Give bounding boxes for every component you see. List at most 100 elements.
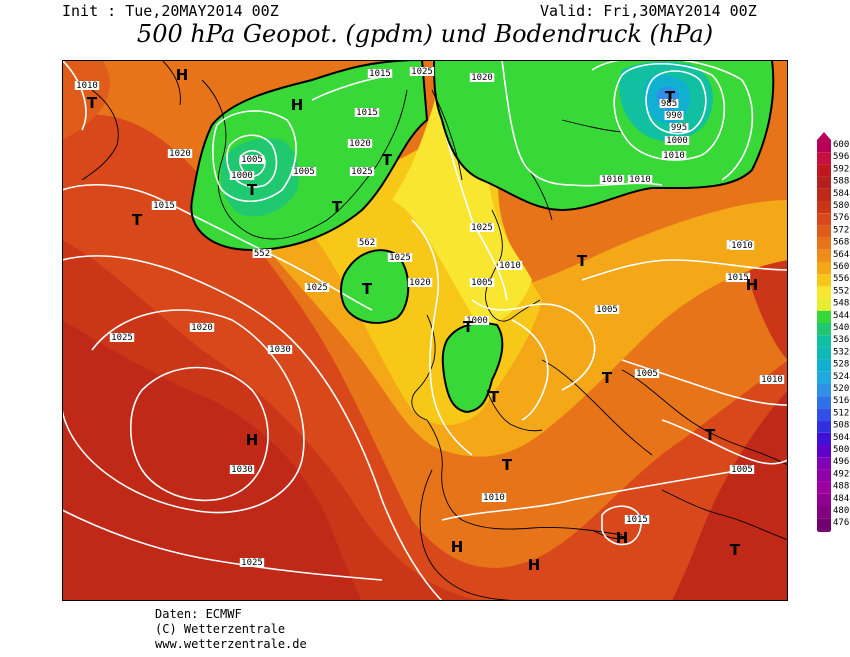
- svg-text:1010: 1010: [76, 81, 98, 91]
- svg-text:1025: 1025: [306, 283, 328, 293]
- high-pressure-marker: H: [746, 276, 759, 294]
- low-pressure-marker: T: [332, 198, 343, 216]
- svg-text:1015: 1015: [153, 201, 175, 211]
- scale-label: 544: [833, 311, 849, 321]
- scale-label: 580: [833, 201, 849, 211]
- svg-text:1025: 1025: [411, 67, 433, 77]
- low-pressure-marker: T: [489, 388, 500, 406]
- scale-swatch: [817, 213, 831, 226]
- color-scale-legend: 600 596 592 588 584 580 576 572 568 564 560 556 552 5…: [817, 132, 849, 532]
- isobar-labels: 1010 1005 1000 1020 1015 1025 1030 985 990 995 552…: [74, 67, 785, 568]
- svg-text:1025: 1025: [351, 167, 373, 177]
- isobar-label: 1025: [239, 558, 265, 568]
- svg-text:1015: 1015: [369, 69, 391, 79]
- scale-swatch: [817, 396, 831, 409]
- svg-text:1010: 1010: [731, 241, 753, 251]
- scale-swatch: [817, 506, 831, 519]
- data-source: Daten: ECMWF: [155, 607, 242, 621]
- low-pressure-marker: T: [602, 369, 613, 387]
- scale-swatch: [817, 323, 831, 336]
- valid-time: Valid: Fri,30MAY2014 00Z: [540, 2, 757, 20]
- svg-text:1005: 1005: [731, 465, 753, 475]
- field-584: [62, 320, 362, 601]
- isobar-label: 990: [664, 111, 684, 121]
- svg-text:1010: 1010: [663, 151, 685, 161]
- svg-text:1020: 1020: [169, 149, 191, 159]
- low-pressure-marker: T: [247, 181, 258, 199]
- scale-label: 588: [833, 177, 849, 187]
- svg-text:1010: 1010: [499, 261, 521, 271]
- footer-credits: Daten: ECMWF (C) Wetterzentrale www.wett…: [155, 607, 307, 652]
- isobar-label: 1030: [267, 345, 293, 355]
- high-pressure-marker: H: [176, 66, 189, 84]
- init-time: Init : Tue,20MAY2014 00Z: [62, 2, 279, 20]
- isobar-label: 1005: [239, 155, 265, 165]
- scale-swatch: [817, 432, 831, 445]
- isobar-label: 1015: [354, 108, 380, 118]
- scale-swatch: [817, 445, 831, 458]
- coastlines: [81, 60, 788, 601]
- isobar-label: 1010: [729, 241, 755, 251]
- high-pressure-marker: H: [246, 431, 259, 449]
- scale-swatch: [817, 164, 831, 177]
- scale-label: 568: [833, 238, 849, 248]
- isobar-label: 1010: [661, 151, 687, 161]
- isobar-label: 1005: [594, 305, 620, 315]
- scale-label: 520: [833, 384, 849, 394]
- scale-swatch: [817, 188, 831, 201]
- scale-swatch: [817, 457, 831, 470]
- scale-swatch: [817, 140, 831, 153]
- svg-text:1025: 1025: [471, 223, 493, 233]
- field-572: [62, 60, 110, 140]
- isobar-label: 1010: [74, 81, 100, 91]
- scale-label: 476: [833, 518, 849, 528]
- svg-text:1015: 1015: [727, 273, 749, 283]
- low-pressure-marker: T: [577, 252, 588, 270]
- scale-label: 500: [833, 445, 849, 455]
- low-pressure-marker: T: [382, 151, 393, 169]
- svg-text:1020: 1020: [191, 323, 213, 333]
- svg-text:1030: 1030: [269, 345, 291, 355]
- scale-label: 596: [833, 152, 849, 162]
- isobar-label: 562: [357, 238, 377, 248]
- scale-swatch: [817, 493, 831, 506]
- high-pressure-marker: H: [451, 538, 464, 556]
- isobar-label: 1005: [634, 369, 660, 379]
- isobar-label: 1000: [229, 171, 255, 181]
- svg-text:1010: 1010: [601, 175, 623, 185]
- scale-swatch: [817, 274, 831, 287]
- scale-swatch: [817, 335, 831, 348]
- scale-label: 512: [833, 408, 849, 418]
- isobar-label: 1000: [664, 136, 690, 146]
- field-544-cutoff: [341, 250, 409, 323]
- scale-swatch: [817, 310, 831, 323]
- isobar-label: 1005: [291, 167, 317, 177]
- scale-swatch: [817, 152, 831, 165]
- svg-text:1005: 1005: [596, 305, 618, 315]
- svg-text:985: 985: [661, 99, 677, 109]
- low-pressure-marker: T: [362, 280, 373, 298]
- isobar-label: 1025: [387, 253, 413, 263]
- isobar-label: 1020: [167, 149, 193, 159]
- scale-label: 488: [833, 482, 849, 492]
- isobars: [62, 60, 788, 601]
- svg-text:1005: 1005: [241, 155, 263, 165]
- scale-label: 548: [833, 299, 849, 309]
- scale-swatch: [817, 384, 831, 397]
- low-pressure-marker: T: [502, 456, 513, 474]
- isobar-label: 1025: [469, 223, 495, 233]
- pressure-centers: H T H T T T T T T T H T T T T H H H H T T: [87, 66, 758, 574]
- scale-label: 572: [833, 225, 849, 235]
- svg-text:1010: 1010: [483, 493, 505, 503]
- scale-label: 484: [833, 494, 849, 504]
- svg-text:1005: 1005: [293, 167, 315, 177]
- field-548: [392, 60, 532, 330]
- isobar-label: 552: [252, 249, 272, 259]
- low-pressure-marker: T: [463, 318, 474, 336]
- field-544-baltic: [442, 323, 503, 412]
- scale-swatch: [817, 262, 831, 275]
- svg-text:1020: 1020: [409, 278, 431, 288]
- scale-label: 516: [833, 396, 849, 406]
- scale-label: 504: [833, 433, 849, 443]
- isobar-label: 1010: [497, 261, 523, 271]
